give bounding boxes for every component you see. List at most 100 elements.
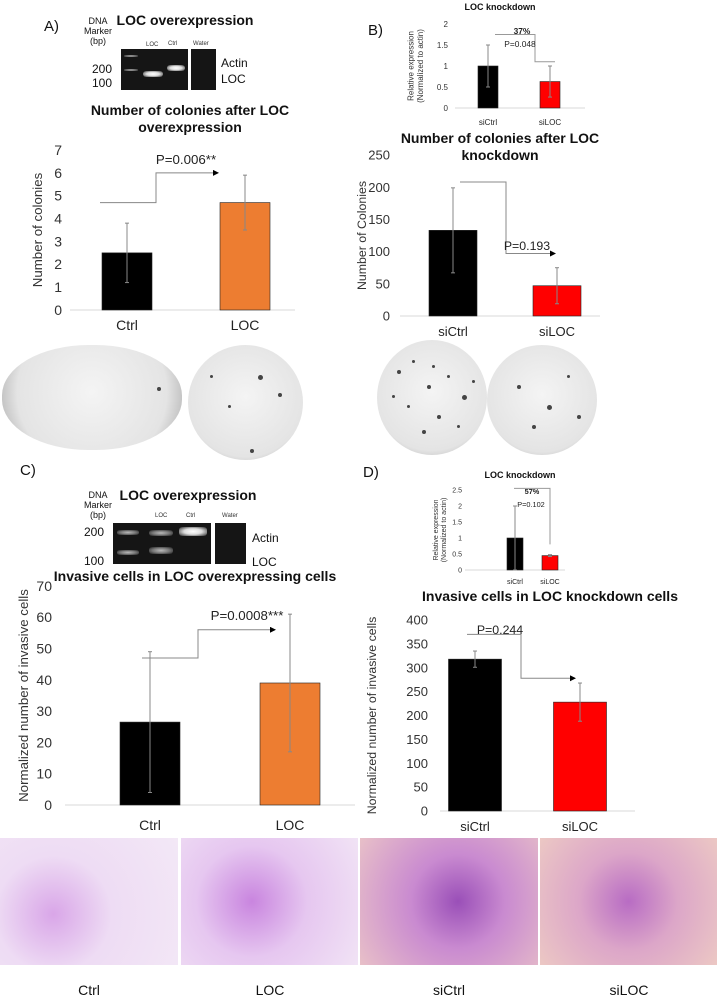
- gel-c-marker-label: DNA Marker (bp): [83, 490, 112, 520]
- y-axis-label: Normalized number of invasive cells: [365, 617, 379, 815]
- gel-a-lane-water: Water: [193, 41, 209, 47]
- y-tick-label: 3: [54, 233, 62, 249]
- gel-c-lane-loc: LOC: [155, 513, 168, 519]
- gel-a-water-lane: [191, 49, 216, 90]
- micrograph-label-sictrl: siCtrl: [433, 982, 465, 998]
- y-tick-label: 50: [414, 780, 428, 795]
- panel-label-b: B): [368, 22, 383, 39]
- y-tick-label: 100: [368, 244, 390, 259]
- gel-c-lane-water: Water: [222, 513, 238, 519]
- micrograph-siloc: [540, 838, 717, 965]
- panel-label-d: D): [363, 464, 379, 481]
- y-tick-label: 5: [54, 188, 62, 204]
- y-tick-label: 2: [54, 256, 62, 272]
- y-tick-label: 40: [36, 672, 52, 688]
- y-tick-label: 0: [458, 567, 462, 574]
- x-tick-label: siCtrl: [507, 579, 523, 586]
- y-tick-label: 0: [444, 104, 449, 113]
- gel-a-loc-label: LOC: [221, 72, 246, 86]
- gel-a-lane-loc: LOC: [146, 42, 159, 48]
- y-tick-label: 7: [54, 142, 62, 158]
- y-tick-label: 30: [36, 703, 52, 719]
- panel-label-c: C): [20, 462, 36, 479]
- y-tick-label: 2.5: [452, 487, 462, 494]
- x-tick-label: Ctrl: [116, 317, 138, 333]
- y-tick-label: 1.5: [437, 41, 449, 50]
- y-tick-label: 1: [444, 62, 449, 71]
- y-axis-label: Relative expression(Normalized to actin): [407, 29, 425, 103]
- y-tick-label: 350: [406, 636, 428, 651]
- micrograph-label-ctrl: Ctrl: [78, 982, 100, 998]
- chart-b: 0 50 100 150 200 250 Number of Colonies siCtrl s…: [355, 148, 600, 339]
- x-tick-label: LOC: [231, 317, 260, 333]
- significance-bracket: [100, 169, 219, 204]
- y-tick-label: 50: [376, 276, 390, 291]
- x-tick-label: siCtrl: [438, 324, 468, 339]
- x-tick-label: siLOC: [540, 579, 559, 586]
- chart-c: 0 10 20 30 40 50 60 70 Normalized number of inva…: [16, 578, 355, 833]
- y-tick-label: 0: [383, 309, 390, 324]
- significance-bracket: [514, 487, 551, 545]
- y-tick-label: 400: [406, 613, 428, 628]
- y-tick-label: 50: [36, 640, 52, 656]
- gel-a-lane-ctrl: Ctrl: [168, 41, 178, 47]
- y-tick-label: 0.5: [452, 551, 462, 558]
- gel-c-title: LOC overexpression: [119, 487, 257, 503]
- gel-c-image: [113, 523, 211, 564]
- y-axis-label: Number of colonies: [30, 172, 45, 287]
- dish-siloc: [487, 345, 597, 455]
- x-tick-label: siLOC: [562, 819, 598, 834]
- dish-loc: [188, 345, 303, 460]
- dish-sictrl: [377, 340, 487, 455]
- p-value-annotation: P=0.102: [517, 500, 545, 509]
- x-tick-label: siLOC: [539, 324, 575, 339]
- gel-c-actin-label: Actin: [252, 531, 279, 545]
- gel-a-actin-label: Actin: [221, 56, 248, 70]
- y-tick-label: 2: [458, 503, 462, 510]
- micrograph-label-loc: LOC: [255, 982, 285, 998]
- y-tick-label: 150: [406, 732, 428, 747]
- p-value-annotation: P=0.193: [504, 239, 550, 253]
- gel-a-title: LOC overexpression: [116, 12, 254, 28]
- y-tick-label: 1.5: [452, 519, 462, 526]
- chart-b-title: Number of colonies after LOC knockdown: [400, 130, 600, 163]
- y-tick-label: 0: [44, 797, 52, 813]
- y-tick-label: 6: [54, 165, 62, 181]
- micrograph-ctrl: [0, 838, 178, 965]
- y-axis-label: Number of Colonies: [355, 181, 369, 290]
- gel-a-100: 100: [92, 76, 113, 90]
- x-tick-label: siLOC: [539, 118, 561, 127]
- y-tick-label: 200: [368, 180, 390, 195]
- gel-c-100: 100: [84, 554, 105, 568]
- gel-c-200: 200: [84, 525, 105, 539]
- gel-c-lane-ctrl: Ctrl: [186, 513, 196, 519]
- y-tick-label: 300: [406, 660, 428, 675]
- y-axis-label: Relative expression(Normalized to actin): [433, 498, 448, 563]
- knockdown-percent-annotation: 37%: [514, 26, 531, 36]
- y-tick-label: 250: [406, 684, 428, 699]
- chart-d-expr-title: LOC knockdown: [484, 470, 556, 480]
- p-value-annotation: P=0.0008***: [211, 608, 284, 623]
- p-value-annotation: P=0.006**: [156, 152, 216, 167]
- y-tick-label: 10: [36, 766, 52, 782]
- x-tick-label: siCtrl: [479, 118, 497, 127]
- y-axis-label: Normalized number of invasive cells: [16, 589, 31, 802]
- chart-a-title: Number of colonies after LOC overexpress…: [90, 102, 290, 135]
- y-tick-label: 2: [444, 20, 449, 29]
- x-tick-label: LOC: [276, 817, 305, 833]
- gel-c-water-lane: [215, 523, 246, 564]
- dish-ctrl: [2, 345, 182, 450]
- bar-sictrl: [448, 658, 502, 812]
- y-tick-label: 20: [36, 734, 52, 750]
- y-tick-label: 60: [36, 609, 52, 625]
- significance-bracket: [142, 626, 276, 659]
- y-tick-label: 100: [406, 756, 428, 771]
- chart-d: 0 50 100 150 200 250 300 350 400 Normalized numbe…: [365, 613, 635, 834]
- micrograph-loc: [181, 838, 358, 965]
- micrograph-label-siloc: siLOC: [609, 982, 649, 998]
- chart-b-expr: 0 0.5 1 1.5 2 Relative expression(Normalized …: [407, 20, 585, 127]
- y-tick-label: 150: [368, 212, 390, 227]
- chart-b-expr-title: LOC knockdown: [464, 2, 536, 12]
